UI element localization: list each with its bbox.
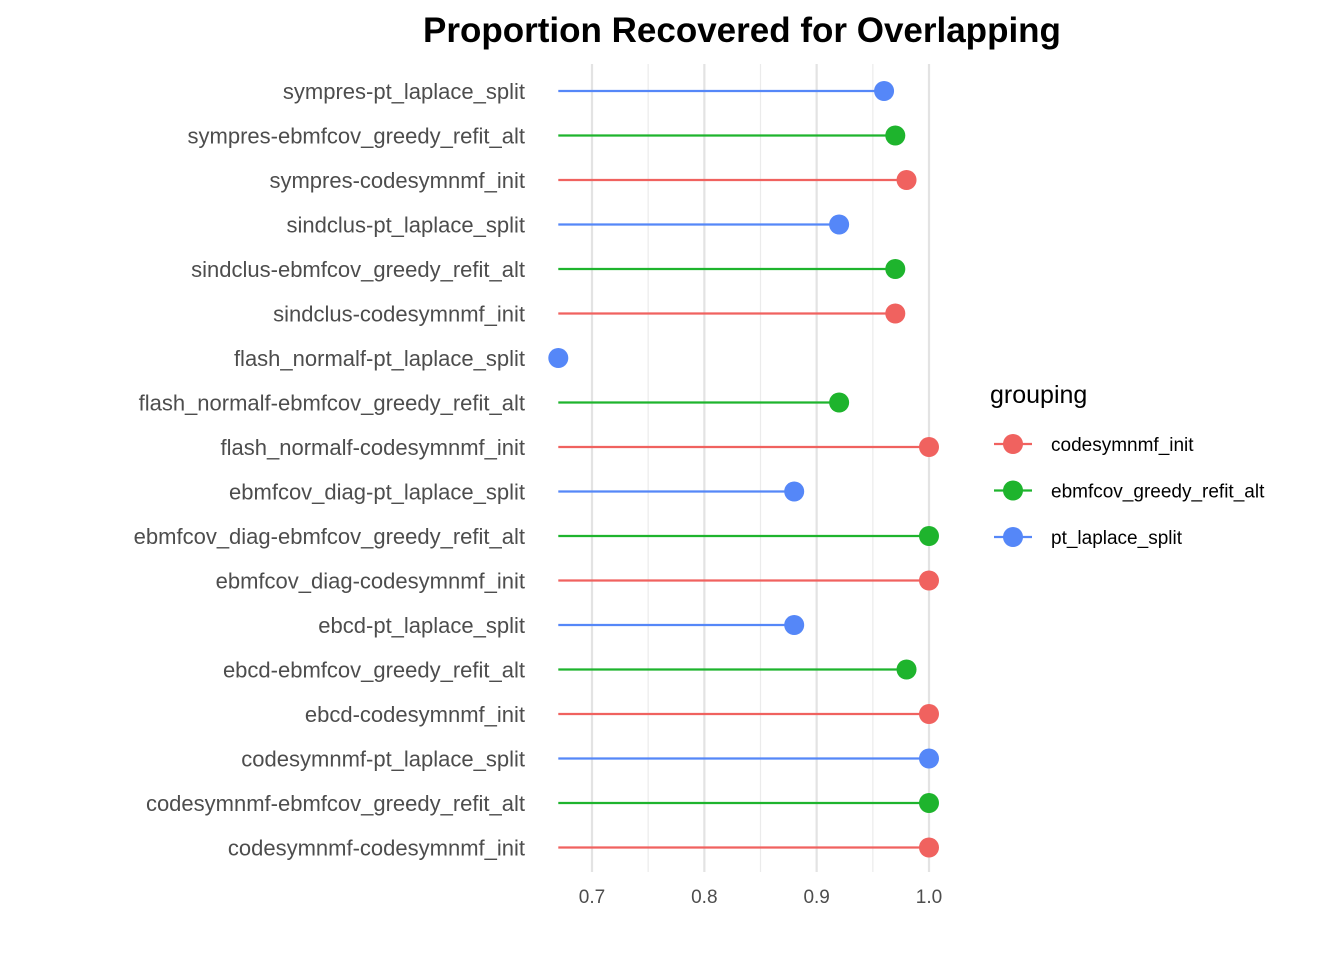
y-tick-label: ebcd-pt_laplace_split [318,613,525,638]
y-axis-labels: sympres-pt_laplace_split sympres-ebmfcov_… [134,79,525,861]
y-tick-label: ebmfcov_diag-codesymnmf_init [216,569,525,594]
y-tick-label: ebcd-codesymnmf_init [305,702,525,727]
y-tick-label: flash_normalf-pt_laplace_split [234,346,525,371]
lollipop-point [919,837,939,858]
y-tick-label: ebcd-ebmfcov_greedy_refit_alt [223,658,525,683]
legend-key-point [1003,480,1023,501]
lollipop-point [784,615,805,635]
y-tick-label: ebmfcov_diag-pt_laplace_split [229,480,525,505]
legend-label: codesymnmf_init [1051,435,1194,456]
lollipop-point [919,570,939,591]
legend-title: grouping [990,381,1087,409]
y-tick-label: codesymnmf-ebmfcov_greedy_refit_alt [146,791,525,816]
major-gridlines [590,64,931,872]
y-tick-label: sindclus-pt_laplace_split [287,213,525,238]
y-tick-label: codesymnmf-pt_laplace_split [241,747,525,772]
lollipop-point [548,348,569,368]
lollipop-point [919,437,939,457]
x-tick-label: 0.8 [691,887,717,908]
lollipop-point [919,748,939,769]
y-tick-label: flash_normalf-codesymnmf_init [221,435,525,460]
y-tick-label: sympres-codesymnmf_init [269,168,525,193]
lollipop-point [829,392,850,413]
legend-label: pt_laplace_split [1051,528,1183,549]
y-tick-label: sindclus-codesymnmf_init [273,302,525,327]
lollipop-point [885,303,906,324]
legend: grouping codesymnmf_init ebmfcov_greedy_r… [990,381,1265,549]
lollipop-rows [548,81,939,858]
x-tick-label: 0.7 [579,887,605,908]
legend-key-point [1003,527,1023,547]
chart-title: Proportion Recovered for Overlapping [423,11,1061,50]
lollipop-point [919,704,939,724]
x-tick-label: 1.0 [916,887,942,908]
lollipop-point [885,259,906,279]
lollipop-point [919,793,939,813]
lollipop-point [919,526,939,546]
y-tick-label: ebmfcov_diag-ebmfcov_greedy_refit_alt [134,524,525,549]
lollipop-point [784,481,805,502]
x-axis-tick-labels: 0.7 0.8 0.9 1.0 [579,887,942,908]
lollipop-point [896,659,917,680]
x-tick-label: 0.9 [803,887,829,908]
legend-label: ebmfcov_greedy_refit_alt [1051,482,1265,503]
y-tick-label: sympres-pt_laplace_split [283,79,525,104]
lollipop-point [885,125,906,146]
lollipop-point [829,214,850,235]
minor-gridlines [647,64,874,872]
y-tick-label: sindclus-ebmfcov_greedy_refit_alt [191,257,525,282]
lollipop-point [896,170,917,190]
lollipop-point [874,81,895,101]
legend-key-point [1003,434,1023,454]
y-tick-label: flash_normalf-ebmfcov_greedy_refit_alt [139,391,525,416]
legend-items: codesymnmf_init ebmfcov_greedy_refit_altp… [994,434,1265,549]
y-tick-label: sympres-ebmfcov_greedy_refit_alt [188,124,525,149]
y-tick-label: codesymnmf-codesymnmf_init [228,836,525,861]
